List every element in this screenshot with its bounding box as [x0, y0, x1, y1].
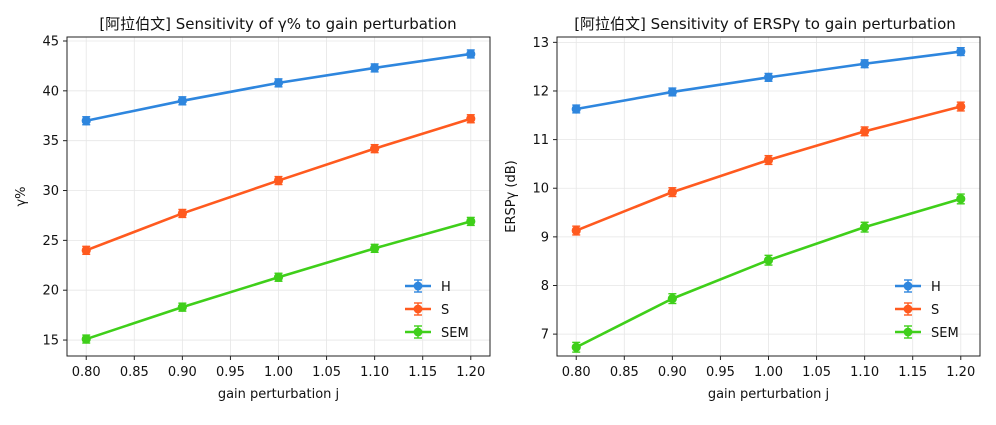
data-point [273, 175, 284, 186]
legend-label: SEM [441, 326, 469, 341]
x-tick-label: 1.05 [802, 365, 831, 380]
y-tick-label: 9 [541, 230, 549, 245]
chart-title: [阿拉伯文] Sensitivity of γ% to gain perturb… [99, 15, 456, 33]
data-point [667, 87, 677, 97]
x-axis-label: gain perturbation j [218, 387, 339, 402]
y-tick-label: 15 [42, 334, 59, 349]
y-tick-label: 13 [532, 36, 549, 51]
data-point [370, 144, 380, 154]
x-tick-label: 1.10 [360, 365, 389, 380]
data-point [81, 116, 91, 126]
data-point [177, 208, 187, 219]
x-tick-label: 0.90 [168, 365, 197, 380]
data-point [571, 342, 581, 352]
x-tick-label: 1.00 [264, 365, 293, 380]
legend-marker [903, 281, 913, 291]
y-tick-label: 7 [541, 328, 549, 343]
legend-marker [413, 304, 423, 314]
chart-gamma-percent: 0.80 0.85 0.90 0.95 1.00 1.05 1.10 1.15 1.20 15 20… [14, 15, 491, 402]
x-tick-label: 0.85 [610, 365, 639, 380]
y-tick-label: 25 [42, 234, 59, 249]
y-tick-label: 12 [532, 84, 549, 99]
y-axis-label: ERSPγ (dB) [504, 160, 519, 232]
y-tick-label: 30 [42, 184, 59, 199]
data-point [763, 155, 774, 165]
data-point [860, 222, 870, 232]
x-tick-label: 1.20 [946, 365, 975, 380]
data-point [763, 255, 774, 265]
data-point [370, 243, 380, 253]
data-point [81, 334, 91, 344]
legend-label: S [441, 303, 449, 318]
series-h [81, 49, 476, 126]
legend: HS SEM [405, 279, 469, 341]
data-point [273, 272, 284, 282]
data-point [956, 46, 966, 57]
series-sem [571, 193, 966, 353]
y-tick-label: 20 [42, 284, 59, 299]
x-tick-label: 1.15 [408, 365, 437, 380]
data-point [466, 49, 476, 59]
y-tick-label: 10 [532, 182, 549, 197]
legend-marker [903, 304, 913, 314]
x-tick-label: 1.10 [850, 365, 879, 380]
x-tick-label: 0.95 [706, 365, 735, 380]
data-point [860, 126, 870, 136]
x-axis-label: gain perturbation j [708, 387, 829, 402]
y-tick-label: 45 [42, 34, 59, 49]
legend-label: H [441, 280, 451, 295]
x-tick-label: 0.80 [562, 365, 591, 380]
series-s [571, 101, 966, 236]
x-tick-label: 0.80 [72, 365, 101, 380]
data-point [571, 104, 581, 114]
data-point [466, 216, 476, 227]
data-point [273, 78, 284, 88]
legend: HS SEM [895, 279, 959, 341]
data-point [667, 187, 677, 197]
data-point [466, 114, 476, 124]
data-point [763, 72, 774, 82]
x-tick-label: 1.00 [754, 365, 783, 380]
legend-label: H [931, 280, 941, 295]
series-h [571, 46, 966, 114]
x-tick-label: 1.20 [456, 365, 485, 380]
data-point [667, 294, 677, 304]
legend-label: S [931, 303, 939, 318]
x-tick-label: 0.90 [658, 365, 687, 380]
data-point [177, 302, 187, 312]
x-tick-label: 1.15 [898, 365, 927, 380]
x-tick-label: 1.05 [312, 365, 341, 380]
series-sem [81, 216, 476, 344]
y-axis-label: γ% [14, 186, 29, 206]
data-point [860, 59, 870, 69]
x-tick-label: 0.85 [120, 365, 149, 380]
y-tick-label: 11 [532, 133, 549, 148]
data-point [370, 63, 380, 73]
legend-label: SEM [931, 326, 959, 341]
legend-marker [413, 281, 423, 291]
y-tick-label: 40 [42, 84, 59, 99]
chart-title: [阿拉伯文] Sensitivity of ERSPγ to gain pert… [574, 15, 956, 33]
data-point [571, 225, 581, 236]
data-point [956, 101, 966, 112]
legend-marker [413, 327, 423, 337]
data-point [177, 96, 187, 106]
x-tick-label: 0.95 [216, 365, 245, 380]
chart-erspgamma: 0.80 0.85 0.90 0.95 1.00 1.05 1.10 1.15 1.20 7 8 9 1… [504, 15, 981, 402]
y-tick-label: 8 [541, 279, 549, 294]
data-point [81, 245, 91, 255]
y-tick-label: 35 [42, 134, 59, 149]
series-s [81, 114, 476, 256]
legend-marker [903, 327, 913, 337]
data-point [956, 194, 966, 204]
